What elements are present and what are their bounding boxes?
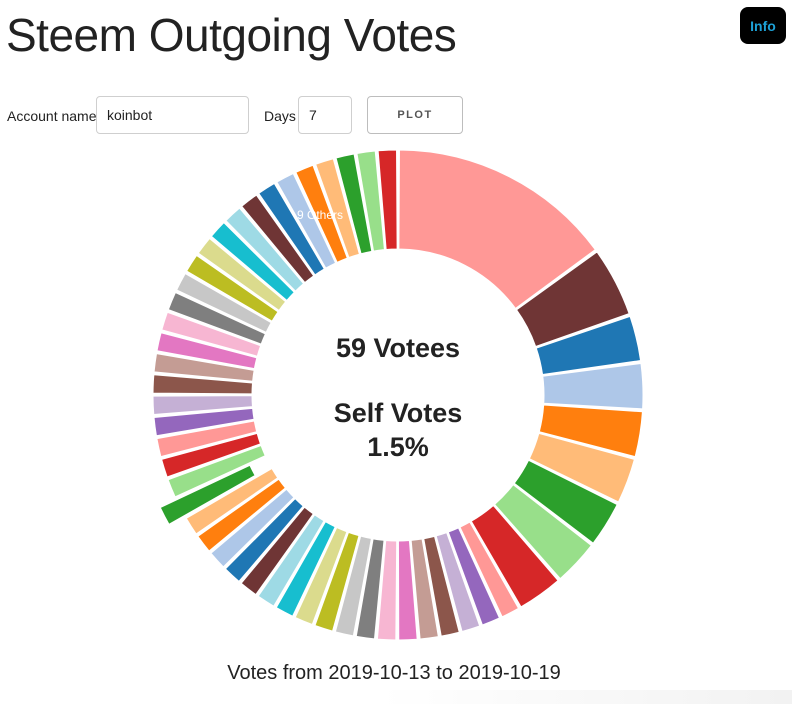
donut-slice[interactable] (258, 182, 325, 276)
donut-slice[interactable] (356, 150, 385, 252)
donut-slice[interactable] (161, 432, 262, 478)
donut-slice[interactable] (156, 420, 258, 458)
days-input[interactable] (298, 96, 352, 134)
donut-slice[interactable] (225, 207, 305, 292)
donut-slice[interactable] (397, 540, 418, 641)
self-votes-percent: 1.5% (367, 432, 429, 462)
donut-slice[interactable] (153, 407, 255, 437)
donut-slice[interactable] (240, 506, 314, 596)
donut-slice[interactable] (241, 194, 315, 284)
donut-slice[interactable] (185, 467, 279, 535)
donut-slice[interactable] (152, 395, 254, 416)
donut-slice[interactable] (423, 535, 460, 637)
donut-slice[interactable] (295, 164, 348, 263)
donut-slice[interactable] (335, 153, 373, 255)
donut-slice[interactable] (275, 521, 336, 617)
self-votes-label: Self Votes (334, 398, 463, 428)
donut-slice[interactable] (276, 172, 337, 269)
donut-slice[interactable] (528, 432, 635, 503)
donut-slice[interactable] (210, 488, 295, 568)
donut-slice[interactable] (459, 521, 520, 618)
donut-slice[interactable] (447, 527, 501, 626)
donut-slice[interactable] (410, 538, 439, 640)
donut-slices (152, 149, 644, 641)
donut-slice[interactable] (542, 362, 644, 410)
page-title: Steem Outgoing Votes (6, 9, 457, 61)
chart-date-range-title: Votes from 2019-10-13 to 2019-10-19 (227, 662, 561, 684)
donut-slice[interactable] (161, 311, 262, 357)
donut-slice[interactable] (515, 251, 630, 348)
donut-slice[interactable] (224, 497, 304, 583)
donut-slice[interactable] (156, 332, 258, 370)
donut-slice[interactable] (376, 539, 398, 641)
others-slice-label: 9 Others (297, 208, 343, 222)
donut-slice[interactable] (355, 538, 385, 640)
donut-slice[interactable] (377, 149, 398, 251)
donut-slice[interactable] (167, 444, 266, 498)
donut-slice[interactable] (159, 464, 256, 525)
account-name-label: Account name (7, 108, 97, 124)
donut-slice[interactable] (493, 483, 593, 580)
votees-count-label: 59 Votees (336, 333, 460, 363)
donut-slice[interactable] (153, 353, 255, 382)
donut-slice[interactable] (470, 504, 559, 608)
donut-slice[interactable] (197, 237, 287, 312)
donut-slice[interactable] (315, 158, 361, 259)
donut-slice[interactable] (210, 221, 295, 302)
donut-slice[interactable] (197, 478, 287, 552)
donut-slice[interactable] (398, 149, 596, 310)
footer-bar (380, 690, 792, 704)
plot-button[interactable]: PLOT (367, 96, 463, 134)
donut-slice[interactable] (185, 254, 279, 322)
donut-slice[interactable] (435, 532, 481, 633)
donut-slice[interactable] (167, 291, 267, 345)
donut-slice[interactable] (538, 404, 643, 458)
donut-slice[interactable] (535, 315, 642, 376)
days-label: Days (264, 108, 296, 124)
info-button[interactable]: Info (740, 7, 786, 44)
donut-slice[interactable] (257, 514, 325, 607)
donut-slice[interactable] (334, 535, 372, 637)
donut-slice[interactable] (294, 526, 348, 626)
account-name-input[interactable] (96, 96, 249, 134)
donut-slice[interactable] (314, 531, 360, 632)
donut-slice[interactable] (513, 459, 618, 544)
donut-slice[interactable] (176, 272, 272, 334)
donut-slice[interactable] (152, 374, 254, 395)
